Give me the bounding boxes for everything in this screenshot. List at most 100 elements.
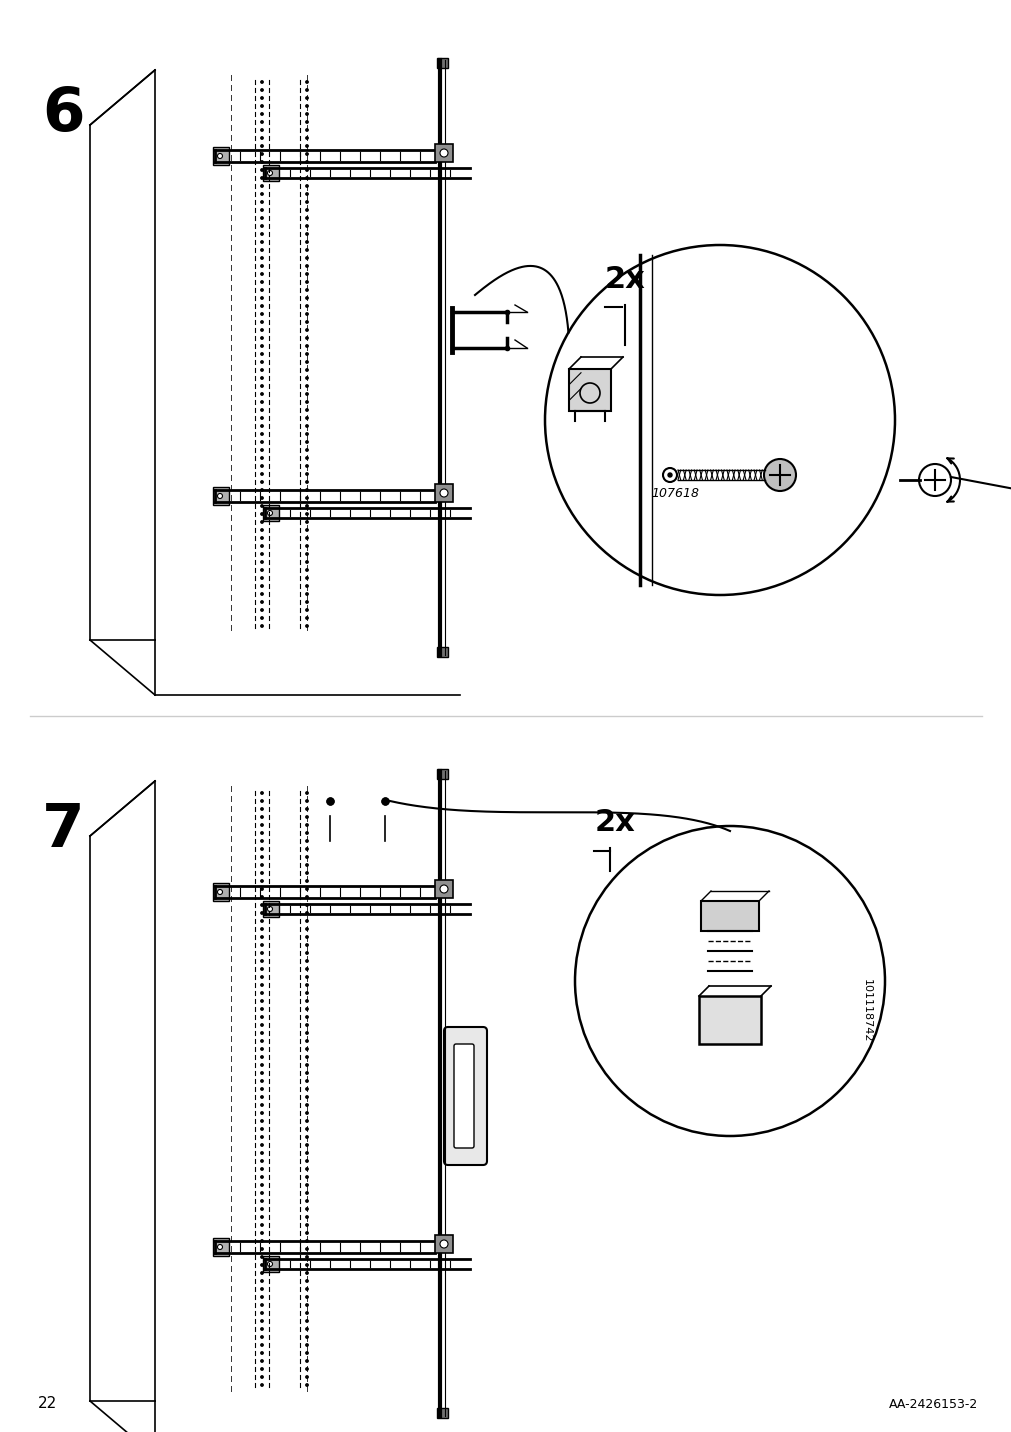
Circle shape <box>261 1264 263 1266</box>
Circle shape <box>261 808 263 811</box>
Circle shape <box>261 792 263 795</box>
Circle shape <box>217 494 222 498</box>
Circle shape <box>305 1055 308 1058</box>
Circle shape <box>261 823 263 826</box>
Circle shape <box>305 345 308 347</box>
Circle shape <box>305 488 308 491</box>
Circle shape <box>261 1184 263 1186</box>
Circle shape <box>261 1327 263 1330</box>
Circle shape <box>261 256 263 259</box>
Circle shape <box>261 848 263 851</box>
Circle shape <box>305 935 308 938</box>
Circle shape <box>261 928 263 931</box>
Circle shape <box>261 952 263 954</box>
Circle shape <box>305 808 308 811</box>
Circle shape <box>305 959 308 962</box>
Circle shape <box>305 225 308 228</box>
Circle shape <box>261 1120 263 1123</box>
Circle shape <box>261 1368 263 1370</box>
Bar <box>435 881 453 898</box>
Circle shape <box>261 1216 263 1219</box>
Circle shape <box>261 593 263 596</box>
Circle shape <box>261 1343 263 1346</box>
Bar <box>263 505 279 521</box>
Circle shape <box>261 839 263 842</box>
Circle shape <box>305 274 308 275</box>
Circle shape <box>305 1287 308 1290</box>
Circle shape <box>261 1111 263 1114</box>
Circle shape <box>305 928 308 931</box>
Circle shape <box>261 89 263 92</box>
Circle shape <box>261 944 263 947</box>
Circle shape <box>261 1008 263 1010</box>
Circle shape <box>305 800 308 802</box>
Circle shape <box>305 872 308 874</box>
Circle shape <box>305 609 308 611</box>
Circle shape <box>261 120 263 123</box>
Circle shape <box>305 241 308 243</box>
Circle shape <box>305 584 308 587</box>
Circle shape <box>305 249 308 251</box>
Circle shape <box>261 584 263 587</box>
Circle shape <box>305 312 308 315</box>
Circle shape <box>305 105 308 107</box>
Bar <box>212 1239 228 1256</box>
Circle shape <box>261 321 263 324</box>
Circle shape <box>305 617 308 619</box>
Circle shape <box>305 448 308 451</box>
Circle shape <box>261 145 263 147</box>
Circle shape <box>261 904 263 906</box>
Circle shape <box>305 792 308 795</box>
Circle shape <box>261 1064 263 1067</box>
Circle shape <box>261 281 263 284</box>
Circle shape <box>261 345 263 347</box>
Circle shape <box>261 392 263 395</box>
Bar <box>263 901 279 916</box>
Circle shape <box>261 617 263 619</box>
Circle shape <box>261 488 263 491</box>
Circle shape <box>305 968 308 971</box>
Circle shape <box>305 839 308 842</box>
Circle shape <box>305 97 308 99</box>
Circle shape <box>305 1040 308 1042</box>
Circle shape <box>305 577 308 579</box>
Text: 2x: 2x <box>605 265 645 294</box>
Circle shape <box>261 569 263 571</box>
Circle shape <box>305 1191 308 1194</box>
Circle shape <box>305 281 308 284</box>
Circle shape <box>261 448 263 451</box>
Circle shape <box>305 129 308 132</box>
Circle shape <box>261 265 263 268</box>
Circle shape <box>305 879 308 882</box>
Circle shape <box>305 1247 308 1250</box>
Circle shape <box>261 296 263 299</box>
Bar <box>263 165 279 180</box>
Circle shape <box>440 1240 448 1249</box>
Circle shape <box>305 1272 308 1274</box>
Circle shape <box>305 1232 308 1234</box>
Circle shape <box>305 1312 308 1315</box>
Circle shape <box>763 460 796 491</box>
Circle shape <box>261 1136 263 1138</box>
Circle shape <box>305 337 308 339</box>
Circle shape <box>267 510 272 516</box>
Circle shape <box>261 465 263 467</box>
Circle shape <box>261 1272 263 1274</box>
Circle shape <box>305 265 308 268</box>
Circle shape <box>305 1303 308 1306</box>
Circle shape <box>261 968 263 971</box>
Text: 107618: 107618 <box>650 487 699 500</box>
Circle shape <box>305 1368 308 1370</box>
Circle shape <box>261 935 263 938</box>
Circle shape <box>305 1151 308 1154</box>
FancyBboxPatch shape <box>454 1044 473 1148</box>
Circle shape <box>305 832 308 835</box>
Circle shape <box>305 1024 308 1027</box>
Circle shape <box>261 1296 263 1299</box>
Text: 7: 7 <box>42 800 85 861</box>
Bar <box>212 884 228 901</box>
Circle shape <box>261 1032 263 1034</box>
Circle shape <box>305 1360 308 1362</box>
Circle shape <box>305 1095 308 1098</box>
Circle shape <box>305 624 308 627</box>
